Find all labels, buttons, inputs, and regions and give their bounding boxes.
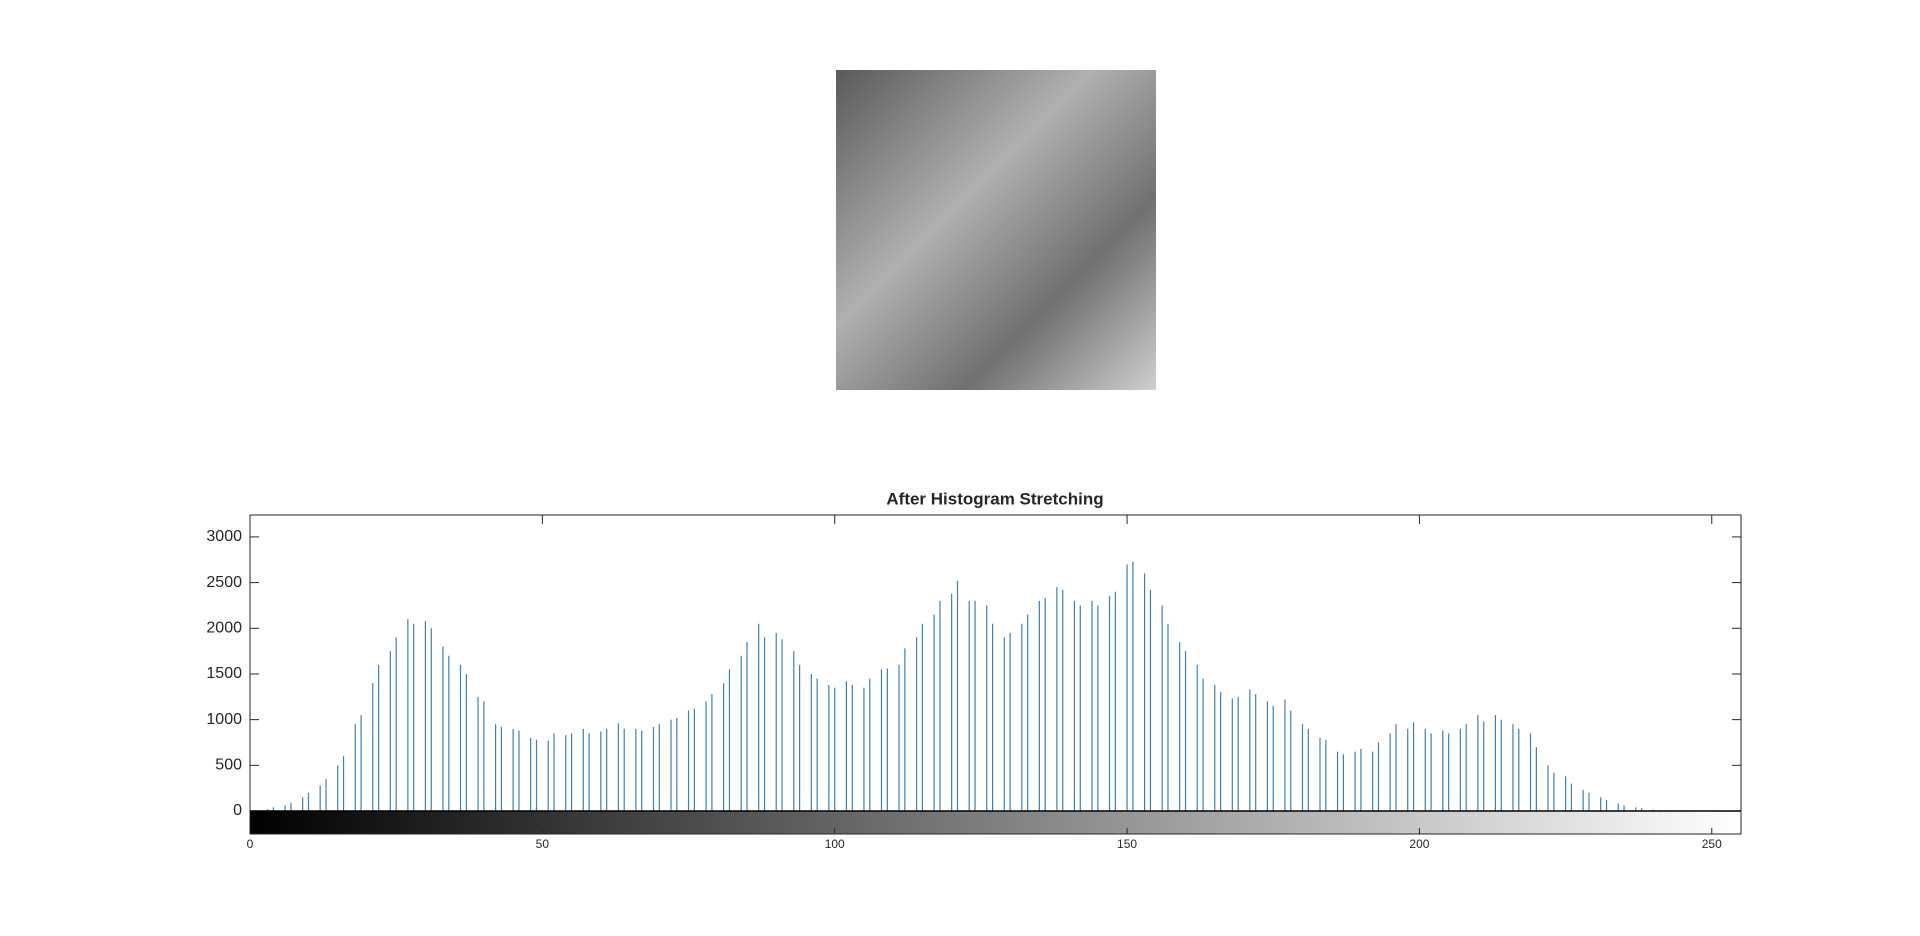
image — [836, 70, 1156, 390]
chart-title: After Histogram Stretching — [886, 489, 1103, 508]
x-tick-label: 250 — [1702, 837, 1722, 851]
colorbar — [249, 810, 1742, 835]
y-tick-label: 3000 — [206, 528, 242, 545]
axes-box — [249, 514, 1742, 812]
x-tick-label: 150 — [1117, 837, 1137, 851]
x-tick-label: 0 — [247, 837, 254, 851]
x-tick-label: 200 — [1409, 837, 1429, 851]
x-tick-label: 50 — [536, 837, 550, 851]
x-tick-label: 100 — [825, 837, 845, 851]
y-tick-label: 0 — [233, 802, 242, 819]
y-tick-label: 1000 — [206, 711, 242, 728]
y-tick-label: 2000 — [206, 620, 242, 637]
y-tick-label: 2500 — [206, 574, 242, 591]
y-tick-label: 500 — [215, 757, 242, 774]
y-tick-label: 1500 — [206, 665, 242, 682]
